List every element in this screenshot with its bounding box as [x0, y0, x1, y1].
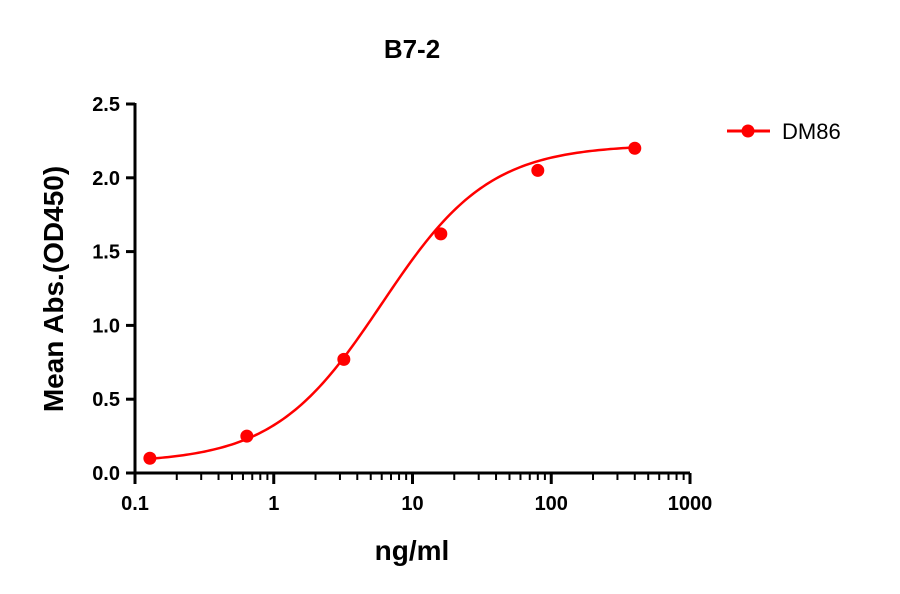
legend-marker	[741, 124, 755, 138]
data-point	[337, 352, 351, 366]
series-layer	[143, 141, 642, 465]
y-tick-label: 0.0	[92, 463, 120, 485]
y-tick-label: 1.0	[92, 315, 120, 337]
x-ticks: 0.1 1 10 100 1000	[121, 473, 712, 515]
data-point	[434, 227, 448, 241]
y-axis-label: Mean Abs.(OD450)	[38, 166, 69, 412]
y-tick-label: 1.5	[92, 242, 120, 264]
x-tick-label: 10	[401, 493, 423, 515]
x-tick-label: 1	[268, 493, 279, 515]
data-point	[628, 141, 642, 155]
data-point	[531, 163, 545, 177]
x-tick-label: 1000	[668, 493, 713, 515]
data-point	[240, 429, 254, 443]
fit-curve	[149, 146, 635, 460]
y-ticks: 0.0 0.5 1.0 1.5 2.0 2.5	[92, 94, 135, 485]
legend-label: DM86	[782, 119, 841, 144]
x-axis-label: ng/ml	[375, 535, 450, 566]
legend: DM86	[727, 119, 841, 144]
y-tick-label: 2.5	[92, 94, 120, 116]
chart-title: B7-2	[384, 34, 440, 64]
axes	[133, 103, 690, 475]
y-tick-label: 0.5	[92, 389, 120, 411]
x-tick-label: 0.1	[121, 493, 149, 515]
x-tick-label: 100	[535, 493, 568, 515]
data-point	[143, 451, 157, 465]
y-tick-label: 2.0	[92, 168, 120, 190]
